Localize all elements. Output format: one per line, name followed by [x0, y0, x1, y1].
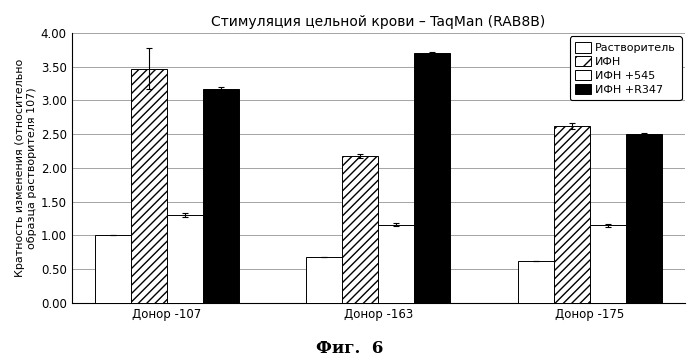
- Bar: [342, 156, 378, 303]
- Bar: [518, 261, 554, 303]
- Bar: [554, 126, 590, 303]
- Bar: [307, 257, 342, 303]
- Title: Стимуляция цельной крови – TaqMan (RAB8B): Стимуляция цельной крови – TaqMan (RAB8B…: [211, 15, 545, 29]
- Bar: [378, 225, 414, 303]
- Bar: [167, 215, 203, 303]
- Bar: [203, 89, 239, 303]
- Bar: [95, 235, 131, 303]
- Bar: [414, 53, 450, 303]
- Bar: [626, 134, 662, 303]
- Y-axis label: Кратность изменения (относительно
образца растворителя 107): Кратность изменения (относительно образц…: [15, 59, 36, 277]
- Text: Фиг.  6: Фиг. 6: [316, 340, 384, 357]
- Bar: [590, 225, 626, 303]
- Legend: Растворитель, ИФН, ИФН +545, ИФН +R347: Растворитель, ИФН, ИФН +545, ИФН +R347: [570, 36, 682, 100]
- Bar: [131, 69, 167, 303]
